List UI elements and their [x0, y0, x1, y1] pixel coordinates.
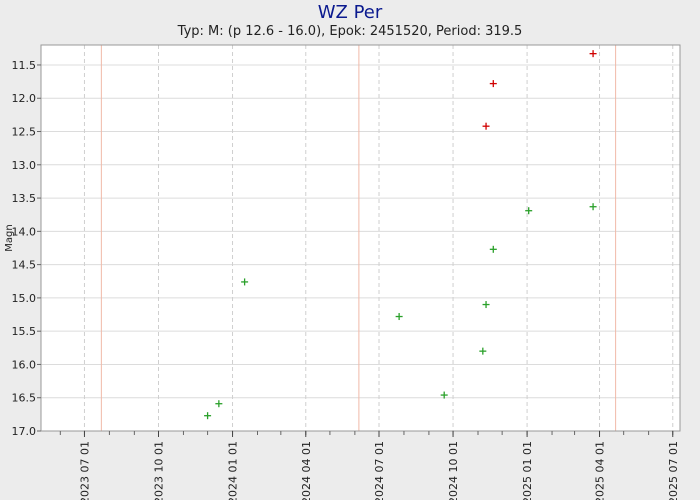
points-layer: [204, 50, 597, 420]
data-point: [589, 50, 597, 58]
grid-layer: [41, 45, 680, 432]
data-point: [482, 122, 490, 130]
data-point: [589, 203, 597, 211]
x-tick-label: 2025 07 01: [667, 441, 680, 500]
chart-subtitle: Typ: M: (p 12.6 - 16.0), Epok: 2451520, …: [177, 24, 523, 39]
y-tick-label: 16.0: [12, 358, 37, 371]
plot-area: [41, 45, 680, 431]
x-tick-label: 2024 04 01: [300, 441, 313, 500]
maxima-layer: [100, 45, 617, 431]
y-tick-label: 12.0: [12, 92, 37, 105]
x-tick-label: 2024 07 01: [373, 441, 386, 500]
y-tick-label: 15.0: [12, 292, 37, 305]
y-tick-label: 14.0: [12, 225, 37, 238]
y-tick-label: 17.0: [12, 425, 37, 438]
y-tick-label: 13.5: [12, 192, 37, 205]
plot-border: [40, 44, 681, 432]
data-point: [482, 301, 490, 309]
y-tick-label: 13.0: [12, 159, 37, 172]
ticks-layer: 11.5 12.0 12.5 13.0 13.5 14.0 14.5 15.0 15.5 16.0…: [12, 59, 680, 500]
data-point: [489, 245, 497, 253]
chart-title: WZ Per: [318, 2, 383, 23]
data-point: [479, 347, 487, 355]
data-point: [241, 278, 249, 286]
y-tick-label: 16.5: [12, 392, 37, 405]
x-tick-label: 2025 01 01: [521, 441, 534, 500]
x-tick-label: 2025 04 01: [594, 441, 607, 500]
y-tick-label: 11.5: [12, 59, 37, 72]
y-axis-label: Magn: [4, 224, 15, 251]
x-tick-label: 2024 10 01: [447, 441, 460, 500]
data-point: [395, 313, 403, 321]
data-point: [440, 391, 448, 399]
data-point: [215, 400, 223, 408]
y-tick-label: 15.5: [12, 325, 37, 338]
data-point: [489, 80, 497, 88]
y-tick-label: 12.5: [12, 126, 37, 139]
data-point: [525, 207, 533, 215]
y-tick-label: 14.5: [12, 259, 37, 272]
data-point: [204, 412, 212, 420]
x-tick-label: 2023 10 01: [152, 441, 165, 500]
x-tick-label: 2024 01 01: [227, 441, 240, 500]
x-tick-label: 2023 07 01: [78, 441, 91, 500]
